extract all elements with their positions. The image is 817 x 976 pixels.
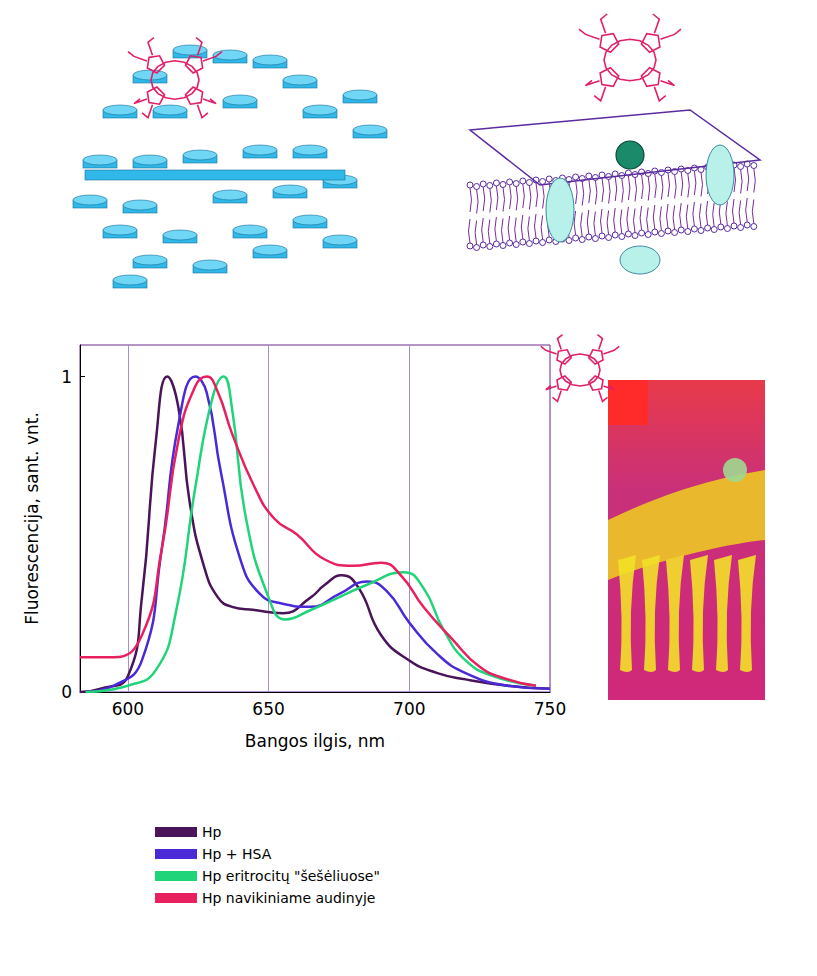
svg-text:650: 650 xyxy=(252,699,284,719)
svg-text:Fluorescencija, sant. vnt.: Fluorescencija, sant. vnt. xyxy=(22,412,42,625)
svg-text:700: 700 xyxy=(393,699,425,719)
svg-text:Hp eritrocitų "šešėliuose": Hp eritrocitų "šešėliuose" xyxy=(202,868,380,884)
svg-text:600: 600 xyxy=(112,699,144,719)
svg-text:Hp + HSA: Hp + HSA xyxy=(202,846,272,862)
svg-text:1: 1 xyxy=(61,367,72,387)
svg-text:Hp: Hp xyxy=(202,824,222,840)
svg-text:Hp navikiniame audinyje: Hp navikiniame audinyje xyxy=(202,890,375,906)
svg-text:Bangos ilgis, nm: Bangos ilgis, nm xyxy=(245,731,385,751)
svg-text:750: 750 xyxy=(534,699,566,719)
svg-text:0: 0 xyxy=(61,682,72,702)
